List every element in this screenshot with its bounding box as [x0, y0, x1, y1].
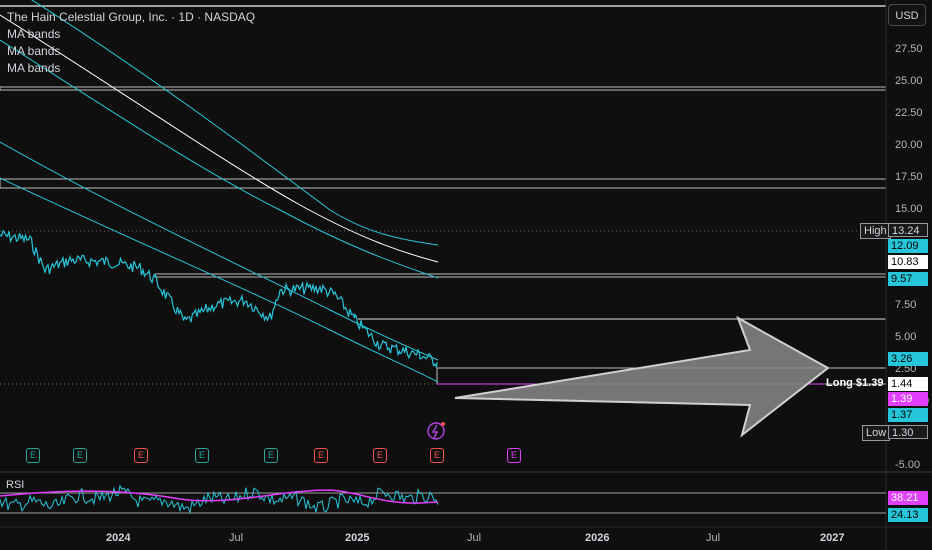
price-label: 1.44 [888, 377, 928, 391]
indicator-ma-bands-1[interactable]: MA bands [7, 27, 61, 41]
time-tick: 2027 [820, 532, 845, 544]
band-upper-price-label: 12.09 [888, 239, 928, 253]
time-tick: 2024 [106, 532, 131, 544]
earnings-event-icon[interactable]: E [195, 448, 209, 463]
price-tick: 27.50 [895, 43, 923, 55]
ma-band-middle [0, 14, 439, 263]
band-lower-long-1 [0, 141, 439, 361]
price-tick: 17.50 [895, 171, 923, 183]
price-tick: 20.00 [895, 139, 923, 151]
ma-band-upper [31, 0, 439, 246]
position-label[interactable]: Long $1.39 [826, 377, 884, 389]
ma-band-lower [0, 39, 439, 279]
earnings-event-icon[interactable]: E [134, 448, 148, 463]
band-lower-price-label: 9.57 [888, 272, 928, 286]
rsi-value: 24.13 [888, 508, 928, 522]
earnings-event-icon[interactable]: E [73, 448, 87, 463]
indicator-ma-bands-2[interactable]: MA bands [7, 44, 61, 58]
rsi-series [0, 484, 439, 515]
earnings-event-icon[interactable]: E [26, 448, 40, 463]
rsi-ma [0, 489, 439, 504]
earnings-event-icon[interactable]: E [507, 448, 521, 463]
ma-price-label: 10.83 [888, 255, 928, 269]
indicator-ma-bands-3[interactable]: MA bands [7, 61, 61, 75]
band-lower-long-2 [0, 177, 439, 383]
price-tick: 25.00 [895, 75, 923, 87]
zone-9-5 [154, 273, 887, 278]
earnings-event-icon[interactable]: E [373, 448, 387, 463]
band-price-label: 3.26 [888, 352, 928, 366]
zone-24 [0, 86, 887, 91]
price-tick: 7.50 [895, 299, 917, 311]
low-marker: Low [862, 425, 891, 441]
high-price-label: 13.24 [888, 223, 928, 237]
price-series [0, 229, 438, 369]
price-tick: 5.00 [895, 331, 917, 343]
earnings-event-icon[interactable]: E [264, 448, 278, 463]
symbol-title[interactable]: The Hain Celestial Group, Inc. · 1D · NA… [7, 10, 256, 24]
dividend-event-icon [427, 422, 445, 440]
time-tick: Jul [467, 532, 482, 544]
time-tick: 2026 [585, 532, 610, 544]
chart-legend: The Hain Celestial Group, Inc. · 1D · NA… [7, 9, 255, 77]
price-tick: 15.00 [895, 203, 923, 215]
zone-17 [0, 178, 887, 189]
high-marker: High [860, 223, 891, 239]
earnings-event-icon[interactable]: E [430, 448, 444, 463]
earnings-event-icon[interactable]: E [314, 448, 328, 463]
rsi-indicator-label[interactable]: RSI [6, 479, 25, 491]
currency-button[interactable]: USD [888, 4, 926, 26]
time-tick: 2025 [345, 532, 370, 544]
price-tick: -5.00 [895, 459, 921, 471]
last-price-label: 1.37 [888, 408, 928, 422]
low-price-label: 1.30 [888, 425, 928, 439]
projection-arrow [454, 315, 830, 438]
position-price-label: 1.39 [888, 392, 928, 406]
price-tick: 22.50 [895, 107, 923, 119]
rsi-ma-value: 38.21 [888, 491, 928, 505]
time-tick: Jul [229, 532, 244, 544]
price-tick: 2.50 [895, 363, 917, 375]
time-tick: Jul [706, 532, 721, 544]
